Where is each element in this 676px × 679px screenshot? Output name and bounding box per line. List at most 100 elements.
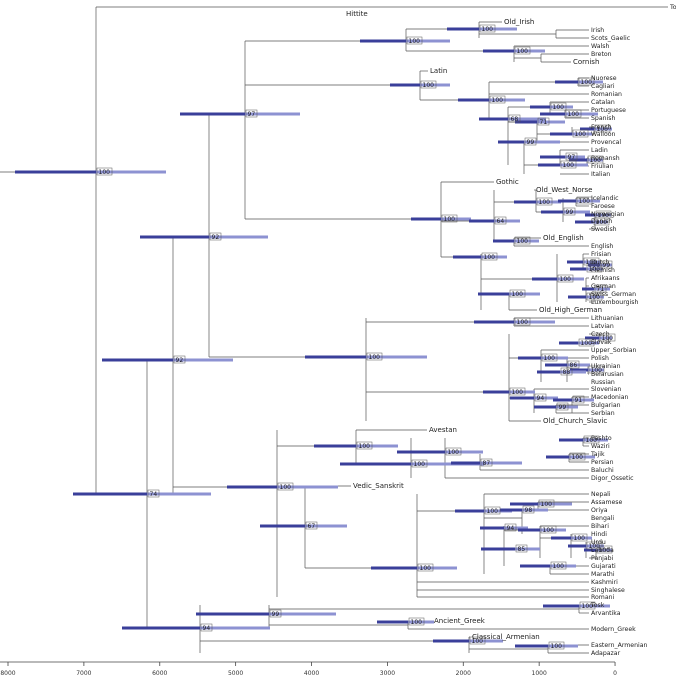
node-support-box — [147, 489, 160, 498]
node-bar — [551, 536, 571, 540]
node-support-box — [96, 167, 113, 176]
leaf-label: Tosk — [590, 602, 605, 609]
node-bar — [560, 163, 588, 167]
node-bar — [540, 155, 565, 159]
node-support-box — [509, 387, 526, 396]
node-support-label: 100 — [517, 238, 529, 245]
node-bar — [480, 526, 504, 530]
node-bar — [534, 405, 556, 409]
node-bar — [509, 292, 540, 296]
axis-tick-label: 1000 — [532, 670, 547, 677]
node-support-label: 100 — [589, 266, 601, 273]
node-support-label: 98 — [525, 507, 533, 514]
node-support-label: 100 — [581, 79, 593, 86]
node-bar — [567, 260, 583, 264]
node-bar — [441, 217, 471, 221]
leaf-label: Digor_Ossetic — [591, 475, 634, 482]
node-bar — [397, 450, 445, 454]
node-support-label: 94 — [507, 525, 515, 532]
leaf-label: Swedish — [591, 226, 617, 233]
node-bar — [584, 548, 596, 552]
leaf-label: Bulgarian — [591, 402, 621, 409]
node-bar — [417, 566, 457, 570]
node-bar — [481, 255, 507, 259]
node-support-box — [599, 333, 616, 342]
node-support-label: 100 — [487, 508, 499, 515]
node-support-box — [586, 541, 603, 550]
node-bar — [550, 105, 573, 109]
leaf-label: Tajik — [590, 451, 605, 458]
node-support-label: 92 — [176, 357, 184, 364]
node-support-label: 91 — [575, 397, 583, 404]
node-support-box — [576, 196, 593, 205]
node-bar — [340, 462, 411, 466]
node-support-label: 99 — [566, 209, 574, 216]
node-bar — [498, 140, 524, 144]
leaf-label: Russian — [591, 379, 615, 386]
node-bar — [571, 536, 592, 540]
node-bar — [227, 485, 277, 489]
node-bar — [541, 356, 568, 360]
node-bar — [469, 219, 494, 223]
leaf-label: Irish — [591, 27, 604, 34]
node-bar — [483, 49, 514, 53]
node-support-label: 100 — [484, 254, 496, 261]
axis-tick-label: 3000 — [380, 670, 395, 677]
node-bar — [493, 239, 514, 243]
node-support-box — [548, 641, 565, 650]
leaf-label: Arvantika — [591, 610, 621, 617]
node-bar — [543, 604, 579, 608]
node-support-label: 100 — [551, 643, 563, 650]
leaf-label: Nuorese — [591, 75, 617, 82]
leaf-label: Frisian — [591, 251, 611, 258]
node-bar — [356, 444, 398, 448]
node-support-box — [366, 352, 383, 361]
leaf-label: Friulian — [591, 163, 614, 170]
node-bar — [474, 320, 514, 324]
node-bar — [569, 455, 595, 459]
node-bar — [550, 132, 572, 136]
node-bar — [173, 358, 233, 362]
node-bar — [515, 547, 540, 551]
leaf-label: Provencal — [591, 139, 621, 146]
leaf-label: French — [591, 124, 612, 131]
node-bar — [518, 528, 540, 532]
node-support-label: 97 — [568, 154, 576, 161]
node-bar — [550, 564, 576, 568]
node-support-label: 97 — [248, 111, 256, 118]
node-bar — [481, 547, 515, 551]
leaf-label: Swiss_German — [591, 291, 636, 298]
leaf-label: Baluchi — [591, 467, 614, 474]
leaf-label: Singhalese — [591, 587, 625, 594]
leaf-label: Lahnda — [591, 547, 614, 554]
node-support-label: 100 — [581, 340, 593, 347]
node-bar — [360, 39, 406, 43]
node-bar — [524, 140, 560, 144]
node-bar — [15, 170, 96, 174]
node-support-label: 71 — [540, 119, 548, 126]
tree-branches — [0, 6, 668, 654]
node-support-box — [583, 435, 600, 444]
node-support-label: 100 — [541, 501, 553, 508]
node-support-box — [411, 459, 428, 468]
node-bar — [453, 255, 481, 259]
node-bar — [390, 83, 420, 87]
node-support-label: 99 — [559, 404, 567, 411]
node-bar — [514, 320, 555, 324]
node-support-label: 100 — [512, 291, 524, 298]
leaf-label: Oriya — [591, 507, 608, 514]
node-bar — [377, 620, 408, 624]
node-bar — [180, 112, 245, 116]
node-bar — [599, 336, 612, 340]
node-bar — [570, 368, 588, 372]
node-support-box — [480, 458, 493, 467]
node-support-label: 100 — [589, 294, 601, 301]
node-bar — [515, 644, 548, 648]
node-bar — [478, 292, 509, 296]
node-bar — [546, 455, 569, 459]
leaf-label: Urdu — [591, 539, 606, 546]
leaf-label: Cornish — [573, 58, 599, 66]
leaf-label: Modern_Greek — [591, 626, 636, 633]
node-bar — [305, 355, 366, 359]
node-support-label: 100 — [598, 212, 610, 219]
